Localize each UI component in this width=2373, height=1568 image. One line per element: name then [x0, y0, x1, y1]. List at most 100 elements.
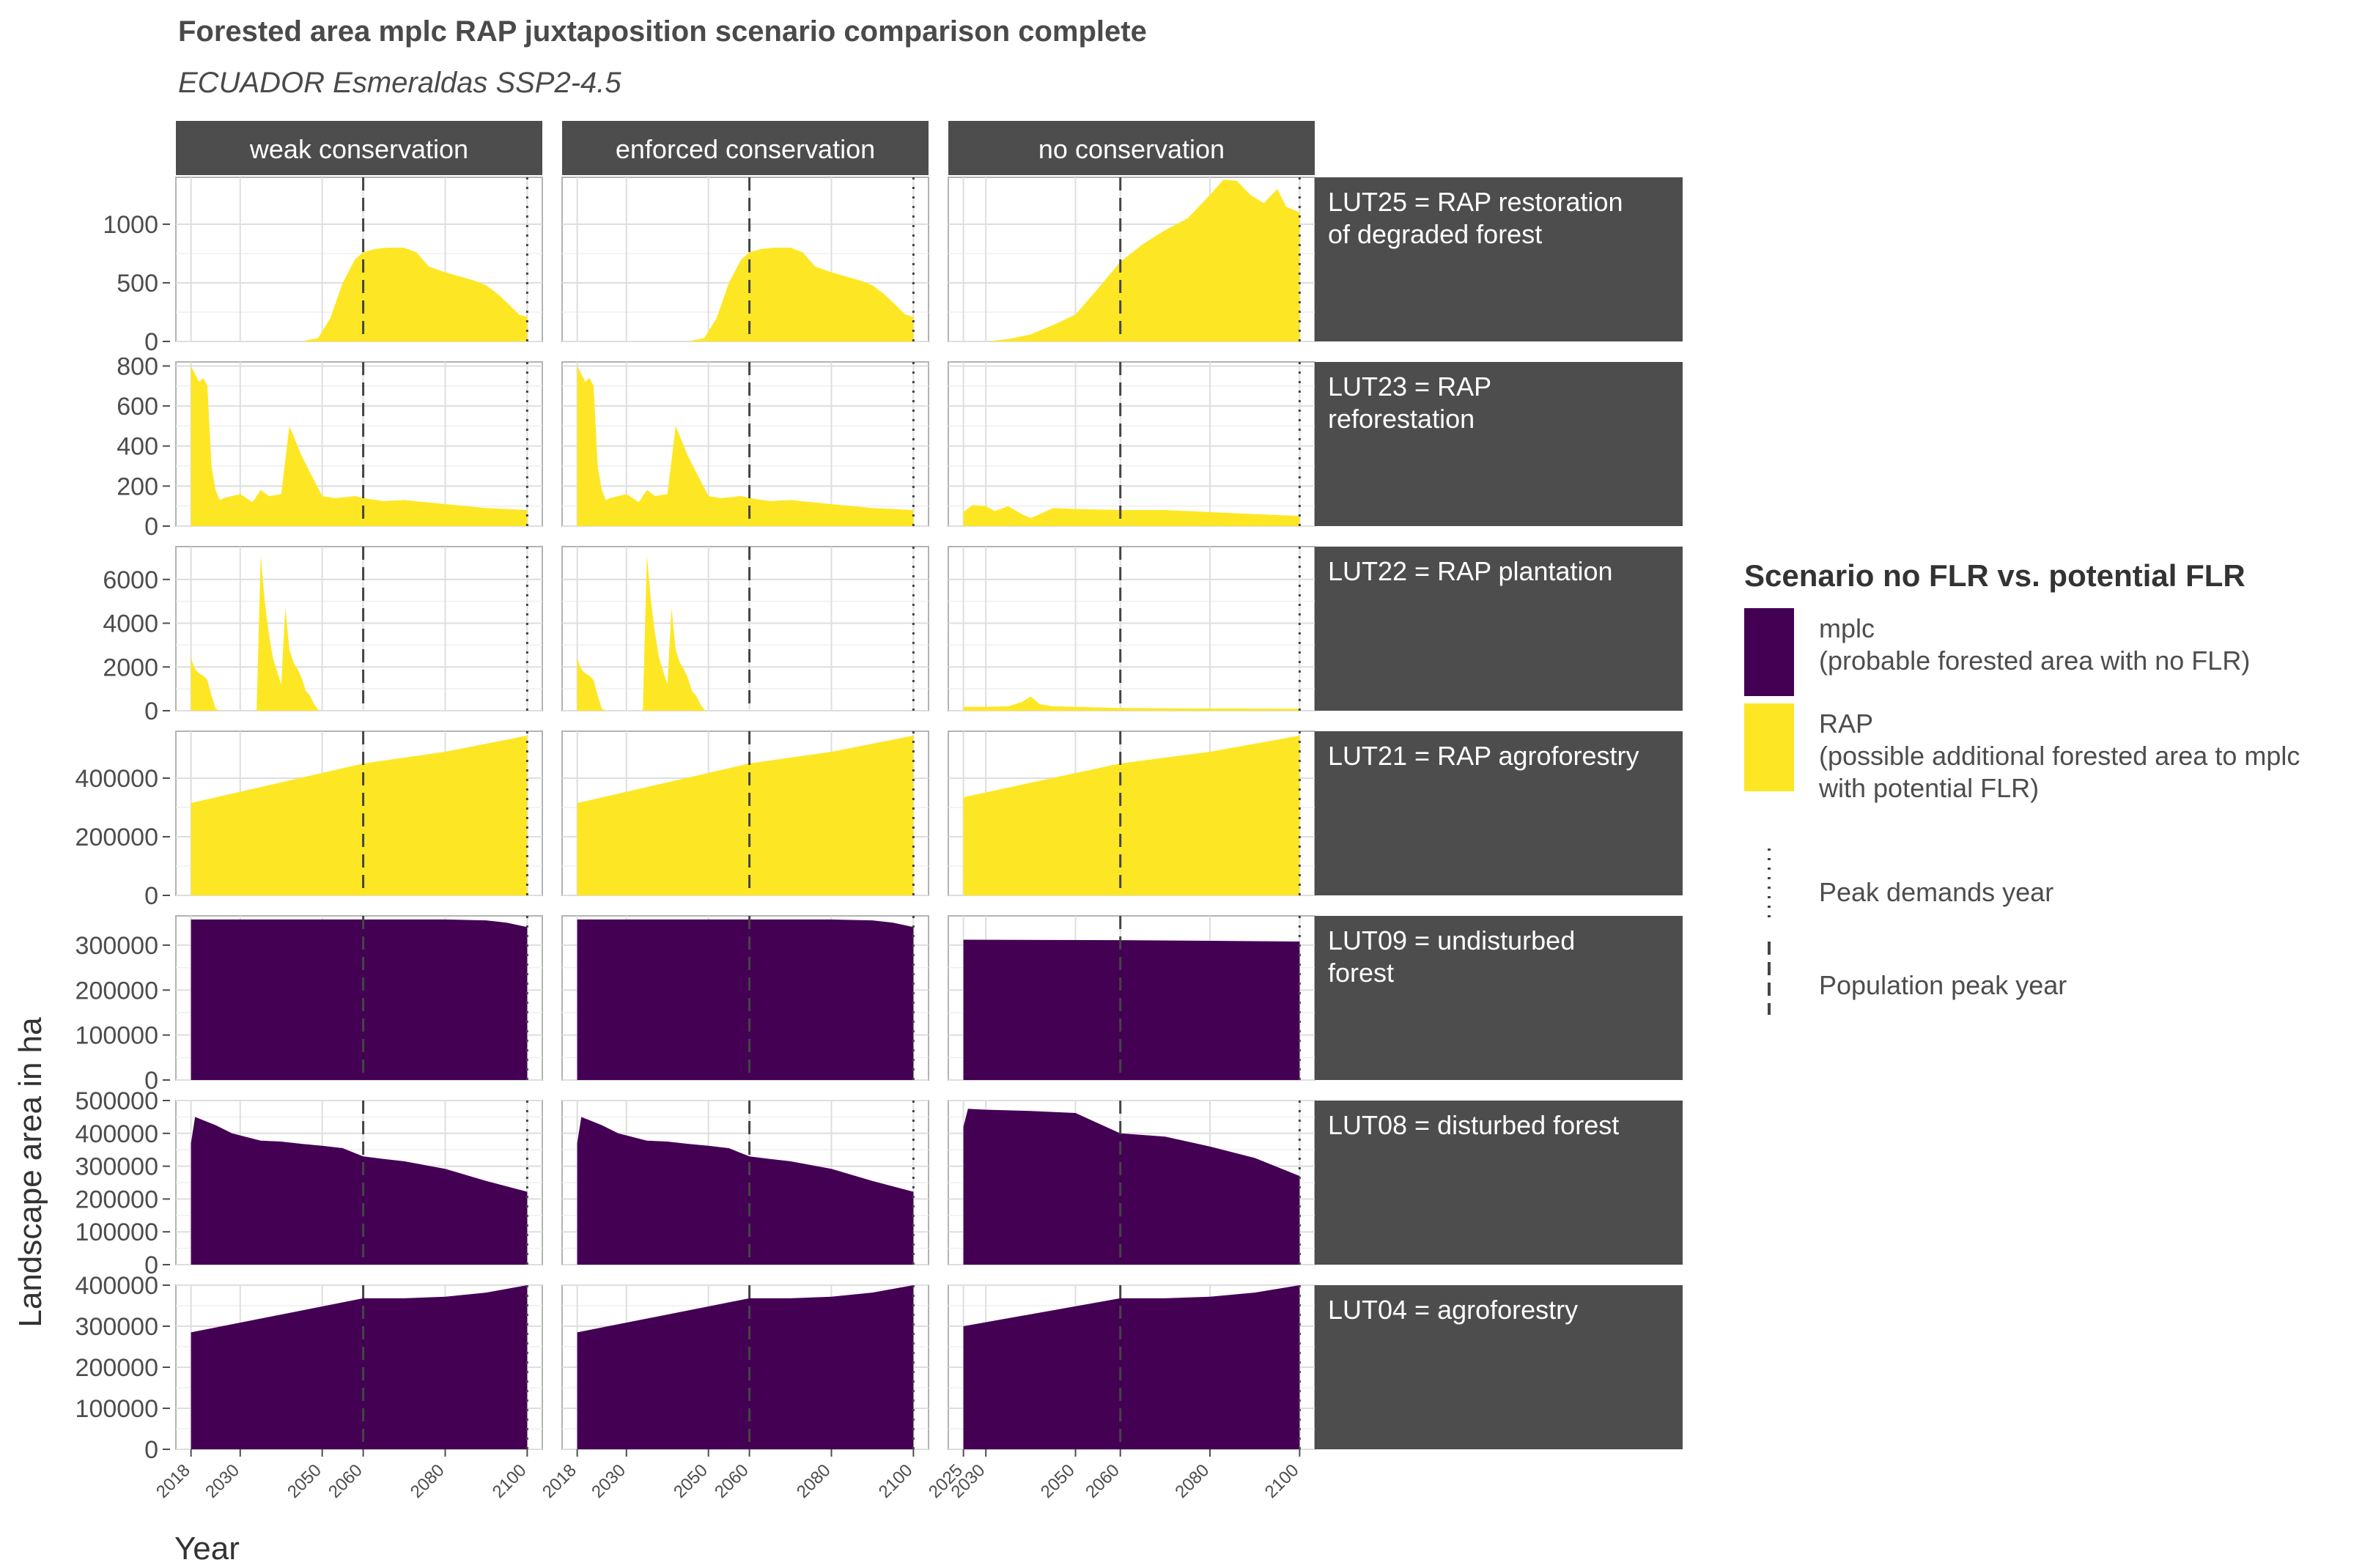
- y-tick-label: 800: [117, 352, 158, 380]
- x-tick-label: 2060: [1082, 1460, 1123, 1502]
- row-strip-label: of degraded forest: [1328, 219, 1542, 249]
- y-tick-label: 1000: [103, 211, 158, 239]
- chart-subtitle: ECUADOR Esmeraldas SSP2-4.5: [178, 67, 621, 99]
- x-tick-label: 2080: [1171, 1460, 1213, 1502]
- area-series-mplc: [577, 1117, 914, 1265]
- row-strip-label: LUT25 = RAP restoration: [1328, 187, 1623, 217]
- y-tick-label: 0: [144, 513, 158, 541]
- y-tick-label: 2000: [103, 654, 158, 681]
- row-strip-label: LUT09 = undisturbed: [1328, 925, 1575, 955]
- row-strip: [1315, 916, 1683, 1080]
- legend-title: Scenario no FLR vs. potential FLR: [1744, 558, 2245, 593]
- row-strip: [1315, 177, 1683, 341]
- legend-item-label: RAP: [1819, 709, 1873, 739]
- area-series-RAP: [963, 696, 1300, 711]
- area-series-mplc: [191, 919, 528, 1080]
- y-tick-label: 0: [144, 1251, 158, 1279]
- row-strip: [1315, 547, 1683, 711]
- area-series-RAP: [963, 505, 1300, 526]
- y-axis-label: Landscape area in ha: [12, 1017, 48, 1328]
- y-tick-label: 600: [117, 393, 158, 421]
- area-series-RAP: [191, 555, 528, 711]
- column-strip-label: weak conservation: [249, 134, 468, 164]
- area-series-mplc: [963, 1285, 1300, 1449]
- x-tick-label: 2100: [1261, 1460, 1303, 1502]
- y-tick-label: 300000: [75, 1153, 158, 1181]
- chart-title: Forested area mplc RAP juxtaposition sce…: [178, 15, 1147, 48]
- x-tick-label: 2060: [325, 1460, 366, 1502]
- legend-item-label: Peak demands year: [1819, 877, 2053, 907]
- y-tick-label: 400000: [75, 765, 158, 793]
- legend-item-label: (probable forested area with no FLR): [1819, 646, 2250, 676]
- x-tick-label: 2050: [1037, 1460, 1079, 1502]
- column-strip-label: no conservation: [1038, 134, 1225, 164]
- legend-item-label: (possible additional forested area to mp…: [1819, 741, 2300, 771]
- y-tick-label: 0: [144, 698, 158, 725]
- legend-item-label: with potential FLR): [1818, 773, 2039, 803]
- area-series-RAP: [577, 555, 914, 711]
- y-tick-label: 4000: [103, 610, 158, 638]
- y-tick-label: 500000: [75, 1087, 158, 1115]
- column-strip: [562, 121, 929, 175]
- area-series-mplc: [963, 939, 1300, 1080]
- y-tick-label: 200: [117, 473, 158, 500]
- column-strip: [176, 121, 542, 175]
- x-tick-label: 2050: [284, 1460, 325, 1502]
- x-tick-label: 2100: [489, 1460, 531, 1502]
- facet-grid: weak conservation enforced conservation no…: [75, 121, 1683, 1502]
- x-tick-label: 2018: [152, 1460, 194, 1502]
- x-tick-label: 2030: [202, 1460, 243, 1502]
- row-strip-label: LUT08 = disturbed forest: [1328, 1110, 1619, 1140]
- x-tick-label: 2100: [875, 1460, 917, 1502]
- area-series-RAP: [963, 180, 1300, 341]
- y-tick-label: 100000: [75, 1218, 158, 1246]
- area-series-RAP: [191, 736, 528, 895]
- row-strip: [1315, 731, 1683, 895]
- y-tick-label: 200000: [75, 1186, 158, 1213]
- row-strip-label: LUT04 = agroforestry: [1328, 1295, 1578, 1325]
- x-tick-label: 2060: [711, 1460, 753, 1502]
- area-series-mplc: [191, 1117, 528, 1265]
- row-strip-label: LUT23 = RAP: [1328, 371, 1491, 402]
- legend-swatch-RAP: [1744, 703, 1794, 791]
- y-tick-label: 200000: [75, 824, 158, 851]
- legend-item-label: Population peak year: [1819, 970, 2067, 1000]
- y-tick-label: 0: [144, 1067, 158, 1095]
- area-series-RAP: [577, 366, 914, 526]
- legend-item-label: mplc: [1819, 613, 1875, 643]
- area-series-RAP: [577, 736, 914, 895]
- y-tick-label: 400000: [75, 1272, 158, 1300]
- column-strip: [948, 121, 1315, 175]
- y-tick-label: 100000: [75, 1022, 158, 1050]
- area-series-mplc: [577, 1285, 914, 1449]
- legend: Scenario no FLR vs. potential FLR mplc(p…: [1744, 558, 2300, 1015]
- row-strip: [1315, 1285, 1683, 1449]
- legend-swatch-mplc: [1744, 608, 1794, 696]
- area-series-RAP: [191, 248, 528, 341]
- area-series-mplc: [963, 1109, 1300, 1265]
- x-tick-label: 2030: [588, 1460, 630, 1502]
- panel-background: [948, 546, 1315, 711]
- panel-background: [948, 361, 1315, 527]
- row-strip: [1315, 1101, 1683, 1265]
- y-tick-label: 200000: [75, 977, 158, 1005]
- x-tick-label: 2080: [407, 1460, 449, 1502]
- column-strip-label: enforced conservation: [616, 134, 875, 164]
- x-tick-label: 2080: [793, 1460, 835, 1502]
- y-tick-label: 300000: [75, 932, 158, 960]
- x-tick-label: 2050: [670, 1460, 712, 1502]
- x-tick-label: 2018: [539, 1460, 580, 1502]
- panel-background: [561, 546, 929, 711]
- panel-background: [175, 546, 543, 711]
- row-strip-label: reforestation: [1328, 404, 1475, 434]
- y-tick-label: 500: [117, 270, 158, 297]
- y-tick-label: 300000: [75, 1313, 158, 1341]
- y-tick-label: 100000: [75, 1395, 158, 1423]
- y-tick-label: 400000: [75, 1120, 158, 1148]
- row-strip-label: LUT21 = RAP agroforestry: [1328, 741, 1639, 771]
- y-tick-label: 200000: [75, 1354, 158, 1382]
- row-strip: [1315, 362, 1683, 526]
- y-tick-label: 400: [117, 433, 158, 461]
- y-tick-label: 6000: [103, 566, 158, 594]
